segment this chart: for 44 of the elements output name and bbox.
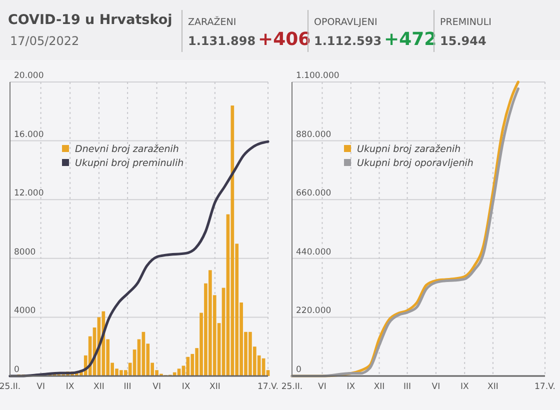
x-tick-label: III: [404, 382, 412, 392]
x-tick-label: IX: [182, 382, 190, 392]
y-tick-label: 12.000: [14, 188, 44, 199]
text: 1.131.898: [188, 34, 256, 48]
x-tick-label: XII: [374, 382, 385, 392]
y-tick-label: 0: [296, 365, 302, 375]
x-tick-label: 17.V.: [534, 382, 556, 392]
x-tick-label: XII: [94, 382, 104, 392]
legend-label: Ukupni broj zaraženih: [357, 144, 461, 155]
x-tick-label: VI: [318, 382, 326, 392]
x-tick-label: 25.II.: [0, 382, 21, 392]
x-tick-label: VI: [432, 382, 440, 392]
y-tick-label: 16.000: [14, 130, 44, 140]
y-tick-label: 0: [14, 365, 20, 375]
x-tick-label: III: [124, 382, 132, 392]
text: +472: [384, 29, 437, 50]
text: PREMINULI: [440, 17, 492, 28]
y-tick-label: 660.000: [296, 188, 332, 199]
text: 15.944: [440, 34, 486, 48]
y-tick-label: 8000: [14, 247, 36, 258]
text: 1.112.593: [314, 34, 382, 48]
legend-label: Dnevni broj zaraženih: [75, 144, 179, 155]
y-tick-label: 220.000: [296, 306, 332, 316]
x-tick-label: 17.V.: [258, 382, 278, 392]
text: 17/05/2022: [10, 34, 80, 48]
x-tick-label: VI: [152, 382, 161, 392]
legend-label: Ukupni broj preminulih: [75, 158, 184, 169]
text: OPORAVLJENI: [314, 17, 378, 28]
x-tick-label: IX: [346, 382, 356, 392]
x-tick-label: IX: [66, 382, 74, 392]
text: ZARAŽENI: [188, 16, 236, 28]
text: COVID-19 u Hrvatskoj: [8, 12, 172, 28]
y-tick-label: 880.000: [296, 130, 332, 140]
text: +406: [258, 29, 311, 50]
x-tick-label: XII: [210, 382, 220, 392]
y-tick-label: 1.100.000: [296, 71, 340, 81]
y-tick-label: 440.000: [296, 247, 332, 258]
x-tick-label: XII: [488, 382, 498, 392]
x-tick-label: VI: [36, 382, 45, 392]
x-tick-label: 25.II.: [281, 382, 303, 392]
y-tick-label: 4000: [14, 306, 36, 316]
y-tick-label: 20.000: [14, 71, 44, 81]
legend-label: Ukupni broj oporavljenih: [357, 158, 474, 169]
x-tick-label: IX: [460, 382, 469, 392]
